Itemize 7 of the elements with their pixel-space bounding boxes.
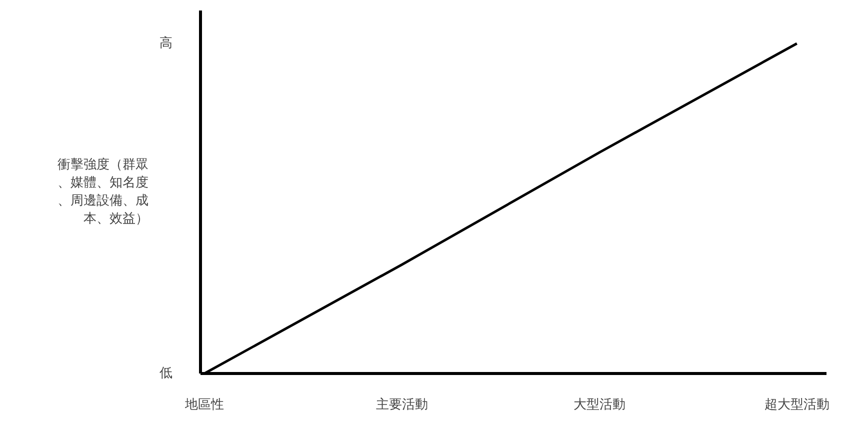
x-tick-label: 大型活動 bbox=[573, 398, 626, 412]
text: 高 bbox=[160, 35, 172, 51]
x-tick-label: 超大型活動 bbox=[764, 398, 830, 412]
text: 低 bbox=[160, 366, 172, 381]
x-tick-label: 地區性 bbox=[184, 398, 224, 412]
y-axis-title: 衝擊強度（群眾、媒體、知名度、周邊設備、成本、效益） bbox=[58, 156, 148, 226]
x-tick-label: 主要活動 bbox=[376, 396, 428, 412]
